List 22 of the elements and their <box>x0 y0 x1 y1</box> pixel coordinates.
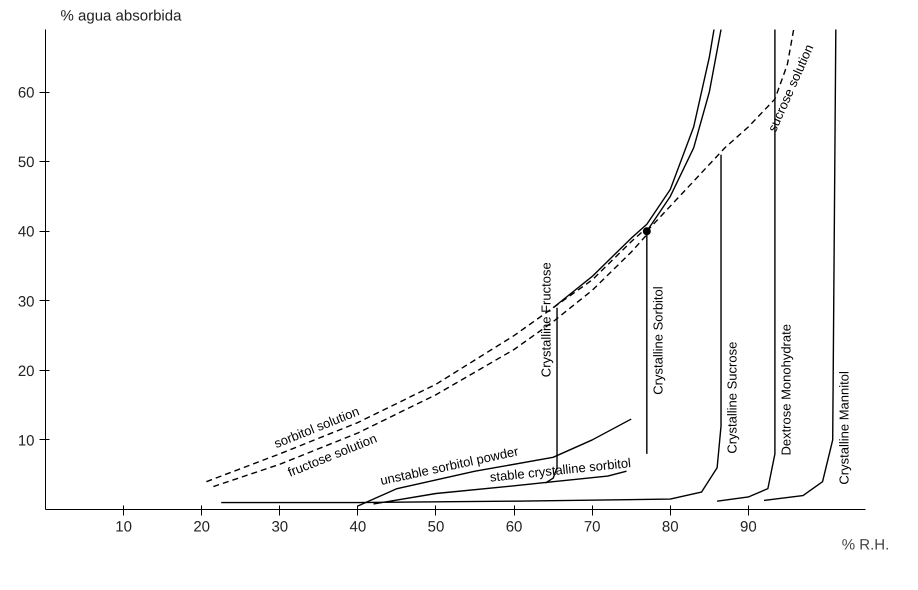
text: Dextrose Monohydrate <box>778 324 794 456</box>
x-tick-label: 10 <box>115 518 132 536</box>
y-axis-title: % agua absorbida <box>60 8 182 24</box>
y-tick-label: 50 <box>18 154 35 172</box>
text: Crystalline Sucrose <box>724 342 740 454</box>
y-tick-label: 40 <box>18 224 35 241</box>
x-tick-label: 60 <box>506 518 522 536</box>
text: Crystalline Mannitol <box>836 371 852 485</box>
x-tick-label: 80 <box>662 518 679 536</box>
y-tick-label: 20 <box>18 362 35 380</box>
y-tick-label: 10 <box>18 432 35 450</box>
y-tick-label: 60 <box>18 84 35 102</box>
x-tick-label: 70 <box>584 518 601 536</box>
text: Crystalline Fructose <box>538 262 554 378</box>
text: Crystalline Sorbitol <box>650 286 666 395</box>
x-axis-title: % R.H. <box>842 536 890 554</box>
x-tick-label: 50 <box>428 518 444 536</box>
x-tick-label: 20 <box>193 518 210 536</box>
x-tick-label: 40 <box>350 518 366 536</box>
x-tick-label: 30 <box>271 518 288 536</box>
y-tick-label: 30 <box>18 293 35 310</box>
x-tick-label: 90 <box>740 518 757 536</box>
